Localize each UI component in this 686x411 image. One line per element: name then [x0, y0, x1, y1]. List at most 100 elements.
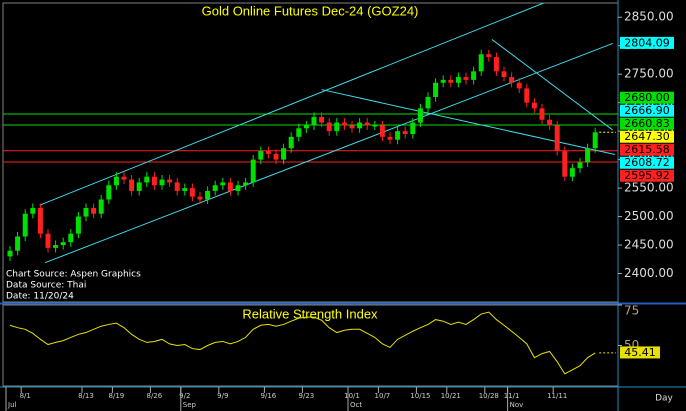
y-tick-label: 2450.00	[624, 238, 674, 252]
candle-body	[91, 208, 97, 214]
price-label-box	[620, 130, 674, 143]
candle-body	[258, 151, 264, 160]
y-tick-label: 2850.00	[624, 10, 674, 24]
candle-body	[486, 54, 492, 58]
price-label: 2666.90	[624, 104, 670, 117]
candle-body	[250, 159, 256, 183]
candle-body	[205, 190, 211, 200]
candle-body	[425, 96, 431, 109]
month-label: Sep	[183, 401, 197, 409]
candle-body	[547, 119, 553, 126]
candle-body	[174, 182, 180, 191]
price-label-box	[620, 169, 674, 182]
candle-body	[357, 122, 363, 129]
x-tick-label: 8/19	[109, 392, 125, 400]
candle-body	[265, 151, 271, 154]
candle-body	[53, 245, 59, 248]
rsi-plot	[9, 311, 596, 375]
rsi-line	[9, 311, 596, 375]
candle-body	[281, 148, 287, 160]
trendline	[39, 3, 545, 206]
candle-body	[227, 182, 233, 191]
candle-body	[15, 236, 21, 251]
x-tick-label: 10/7	[375, 392, 391, 400]
candle-body	[288, 136, 294, 149]
candle-body	[273, 153, 279, 160]
candle-body	[524, 88, 530, 103]
y-tick-label: 2550.00	[624, 181, 674, 195]
candle-body	[539, 108, 545, 120]
candle-body	[364, 122, 370, 126]
candle-body	[554, 125, 560, 152]
note: Date: 11/20/24	[6, 292, 74, 302]
price-label-box	[620, 104, 674, 117]
candle-body	[326, 122, 332, 132]
candle-body	[167, 179, 173, 183]
x-axis-label: Day	[655, 394, 673, 404]
candle-body	[98, 199, 104, 214]
trendline	[44, 42, 613, 264]
candle-body	[30, 208, 36, 214]
candle-body	[68, 233, 74, 243]
chart-title: Gold Online Futures Dec-24 (GOZ24)	[202, 3, 419, 18]
candle-body	[60, 242, 66, 246]
main-plot	[3, 3, 618, 264]
candle-body	[455, 77, 461, 83]
candle-body	[7, 250, 13, 257]
candle-body	[220, 182, 226, 186]
candle-body	[531, 102, 537, 109]
x-tick-label: 8/26	[147, 392, 163, 400]
price-label: 2595.92	[624, 169, 670, 182]
candle-body	[37, 208, 43, 234]
candle-body	[83, 208, 89, 217]
candle-body	[45, 233, 51, 248]
candle-body	[235, 185, 241, 191]
candle-body	[471, 71, 477, 80]
candle-body	[182, 188, 188, 191]
candle-body	[410, 122, 416, 134]
candle-body	[417, 108, 423, 123]
y-tick-label: 2400.00	[624, 266, 674, 280]
x-tick-label: 9/23	[299, 392, 315, 400]
candle-body	[319, 116, 325, 123]
x-tick-label: 10/15	[410, 392, 430, 400]
candle-body	[569, 168, 575, 177]
x-tick-label: 9/16	[261, 392, 277, 400]
month-label: Jul	[7, 401, 17, 409]
note: Data Source: Thai	[6, 281, 86, 291]
note: Chart Source: Aspen Graphics	[6, 270, 141, 280]
month-label: Nov	[510, 401, 524, 409]
candle-body	[349, 125, 355, 129]
candle-body	[509, 77, 515, 83]
candle-body	[493, 57, 499, 72]
candle-body	[136, 182, 142, 191]
candle-body	[22, 213, 28, 237]
price-label-box	[620, 117, 674, 130]
candle-body	[212, 185, 218, 191]
candle-body	[478, 54, 484, 72]
x-tick-label: 11/11	[547, 392, 567, 400]
candle-body	[159, 179, 165, 186]
price-label: 2660.83	[624, 117, 670, 130]
candle-body	[129, 179, 135, 191]
price-label-box	[620, 156, 674, 169]
rsi-title: Relative Strength Index	[242, 306, 378, 321]
price-label-box	[620, 143, 674, 156]
candle-body	[341, 122, 347, 126]
x-tick-label: 11/1	[504, 392, 520, 400]
price-label: 2647.30	[624, 130, 670, 143]
candle-body	[577, 162, 583, 169]
rsi-label: 45.41	[624, 346, 656, 359]
candle-body	[303, 125, 309, 129]
x-tick-label: 9/9	[217, 392, 228, 400]
month-label: Oct	[350, 401, 362, 409]
candle-body	[243, 182, 249, 186]
x-tick-label: 10/1	[344, 392, 360, 400]
candle-body	[334, 122, 340, 132]
rsi-label-box	[620, 346, 660, 359]
x-tick-label: 8/1	[20, 392, 31, 400]
x-tick-label: 10/28	[479, 392, 499, 400]
